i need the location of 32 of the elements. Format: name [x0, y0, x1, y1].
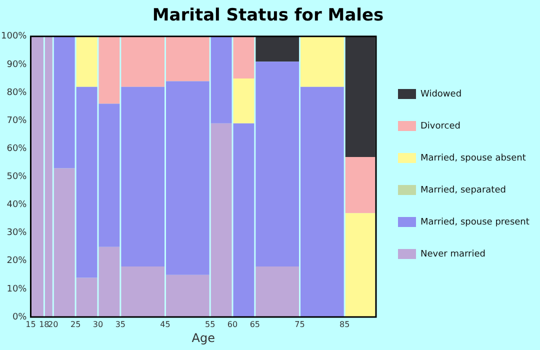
- x-tick-label: 35: [115, 320, 126, 329]
- y-tick-label: 40%: [6, 200, 28, 210]
- y-tick-label: 80%: [6, 88, 28, 98]
- x-tick-label: 30: [92, 320, 104, 329]
- legend-label: Divorced: [420, 121, 460, 132]
- y-tick-label: 100%: [0, 32, 28, 42]
- x-tick-label: 65: [250, 320, 260, 329]
- x-tick-label: 55: [204, 320, 216, 329]
- legend-label: Married, spouse absent: [420, 153, 526, 164]
- y-tick-label: 60%: [6, 144, 28, 154]
- y-tick-label: 90%: [6, 60, 28, 70]
- y-tick-label: 30%: [6, 228, 28, 238]
- y-tick-label: 0%: [12, 312, 28, 322]
- x-tick-label: 15: [26, 320, 36, 329]
- legend-label: Widowed: [420, 89, 462, 100]
- legend-label: Married, spouse present: [420, 217, 530, 228]
- x-tick-label: 20: [48, 320, 58, 329]
- legend-label: Never married: [420, 249, 486, 260]
- chart-title: Marital Status for Males: [152, 6, 384, 26]
- x-tick-label: 25: [70, 320, 81, 329]
- bar: [345, 157, 376, 214]
- x-tick-label: 45: [160, 320, 170, 329]
- legend-label: Married, separated: [420, 185, 506, 196]
- y-tick-label: 70%: [6, 116, 28, 126]
- y-tick-label: 20%: [6, 256, 28, 266]
- x-tick-label: 60: [227, 320, 238, 329]
- y-tick-label: 50%: [6, 172, 28, 182]
- x-tick-label: 18: [39, 320, 50, 329]
- x-axis-title: Age: [192, 330, 215, 345]
- x-tick-label: 85: [340, 320, 350, 329]
- y-tick-label: 10%: [6, 284, 28, 294]
- x-tick-label: 75: [294, 320, 305, 329]
